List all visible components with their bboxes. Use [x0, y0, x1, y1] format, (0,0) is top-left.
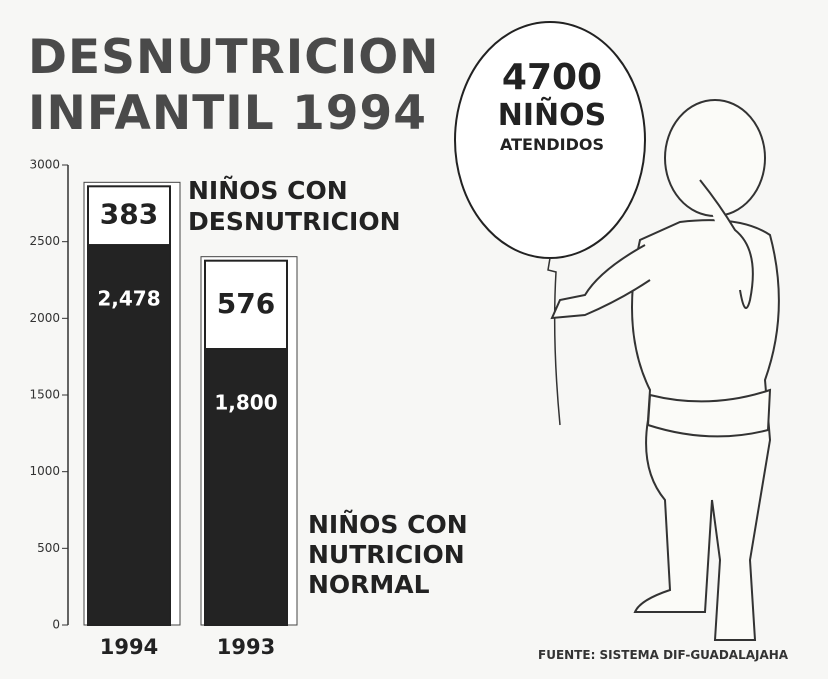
annotation-line: ATENDIDOS: [462, 134, 642, 156]
balloon-string: [548, 258, 560, 425]
page: 0 500 1000 1500 2000 2500 3000 2,478 383 1994 1,80…: [0, 0, 828, 679]
value-label: 383: [100, 198, 158, 231]
annotation-line: 4700: [462, 58, 642, 98]
balloon-annotation: 4700 NIÑOS ATENDIDOS: [462, 58, 642, 156]
y-tick-label: 1000: [29, 464, 60, 478]
value-label: 576: [217, 287, 275, 320]
x-tick-label: 1993: [217, 635, 275, 659]
y-tick-label: 2000: [29, 311, 60, 325]
y-tick-label: 3000: [29, 158, 60, 172]
x-tick-label: 1994: [100, 635, 158, 659]
y-tick-label: 2500: [29, 234, 60, 248]
legend-label: NIÑOS CON NUTRICION NORMAL: [308, 510, 508, 600]
value-label: 1,800: [214, 391, 277, 415]
y-tick-label: 1500: [29, 388, 60, 402]
source-note: FUENTE: SISTEMA DIF-GUADALAJAHA: [538, 648, 788, 662]
legend-label: NIÑOS CON DESNUTRICION: [188, 175, 448, 237]
y-tick-label: 500: [37, 541, 60, 555]
value-label: 2,478: [97, 287, 160, 311]
y-tick-label: 0: [52, 618, 60, 632]
annotation-line: NIÑOS: [462, 98, 642, 134]
chart-title: DESNUTRICION INFANTIL 1994: [28, 30, 458, 142]
